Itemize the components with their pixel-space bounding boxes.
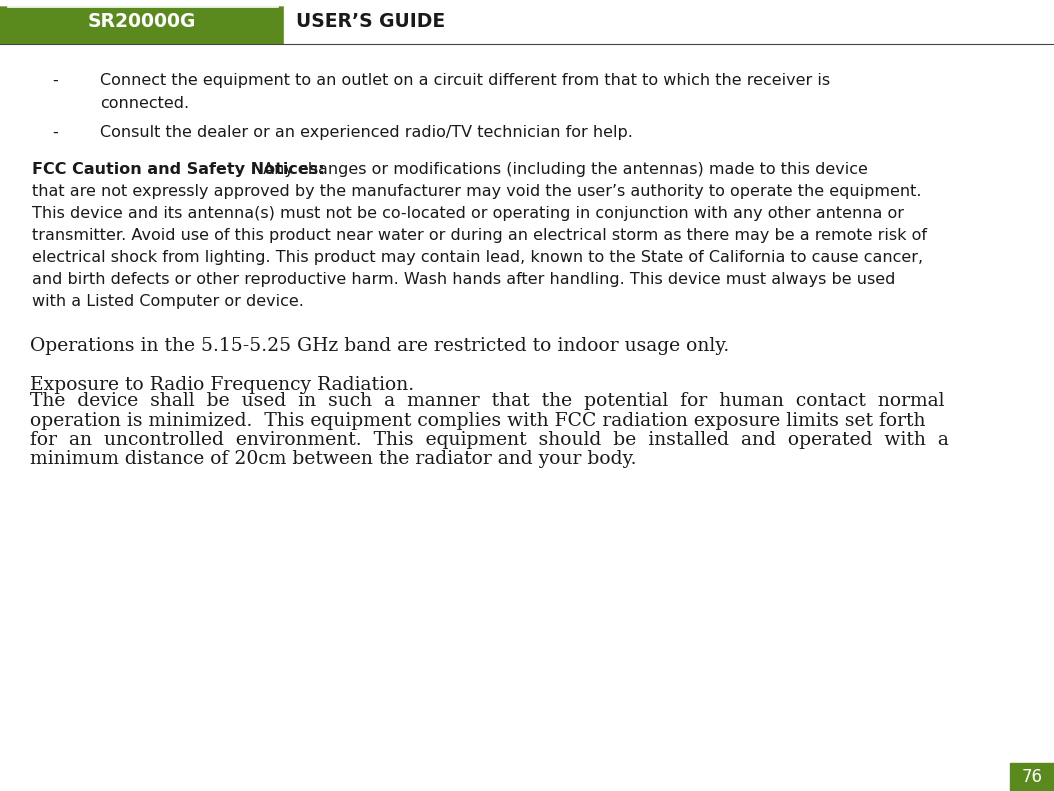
Text: transmitter. Avoid use of this product near water or during an electrical storm : transmitter. Avoid use of this product n…: [32, 228, 928, 243]
Bar: [0, 0, 284, 43]
Text: This device and its antenna(s) must not be co-located or operating in conjunctio: This device and its antenna(s) must not …: [32, 206, 904, 221]
Text: -: -: [52, 125, 58, 140]
Bar: [1010, 763, 1054, 791]
Text: Consult the dealer or an experienced radio/TV technician for help.: Consult the dealer or an experienced rad…: [100, 125, 632, 140]
Text: -: -: [52, 73, 58, 88]
Text: with a Listed Computer or device.: with a Listed Computer or device.: [32, 294, 304, 309]
Text: minimum distance of 20cm between the radiator and your body.: minimum distance of 20cm between the rad…: [30, 451, 637, 468]
Text: 76: 76: [1021, 768, 1042, 786]
Bar: [0, 0, 1054, 5]
Bar: [284, 0, 1054, 43]
Text: FCC Caution and Safety Notices:: FCC Caution and Safety Notices:: [32, 162, 325, 177]
Text: operation is minimized.  This equipment complies with FCC radiation exposure lim: operation is minimized. This equipment c…: [30, 411, 925, 430]
Text: SR20000G: SR20000G: [87, 12, 196, 31]
Text: Connect the equipment to an outlet on a circuit different from that to which the: Connect the equipment to an outlet on a …: [100, 73, 831, 88]
Text: connected.: connected.: [100, 96, 189, 111]
Bar: [0, 0, 1054, 5]
Text: Any changes or modifications (including the antennas) made to this device: Any changes or modifications (including …: [257, 162, 867, 177]
Text: Exposure to Radio Frequency Radiation.: Exposure to Radio Frequency Radiation.: [30, 377, 414, 395]
Text: The  device  shall  be  used  in  such  a  manner  that  the  potential  for  hu: The device shall be used in such a manne…: [30, 392, 944, 410]
Text: Operations in the 5.15-5.25 GHz band are restricted to indoor usage only.: Operations in the 5.15-5.25 GHz band are…: [30, 337, 729, 355]
Text: for  an  uncontrolled  environment.  This  equipment  should  be  installed  and: for an uncontrolled environment. This eq…: [30, 431, 949, 449]
Text: USER’S GUIDE: USER’S GUIDE: [296, 12, 445, 31]
Text: that are not expressly approved by the manufacturer may void the user’s authorit: that are not expressly approved by the m…: [32, 184, 921, 199]
Text: and birth defects or other reproductive harm. Wash hands after handling. This de: and birth defects or other reproductive …: [32, 272, 896, 287]
Text: electrical shock from lighting. This product may contain lead, known to the Stat: electrical shock from lighting. This pro…: [32, 250, 923, 265]
